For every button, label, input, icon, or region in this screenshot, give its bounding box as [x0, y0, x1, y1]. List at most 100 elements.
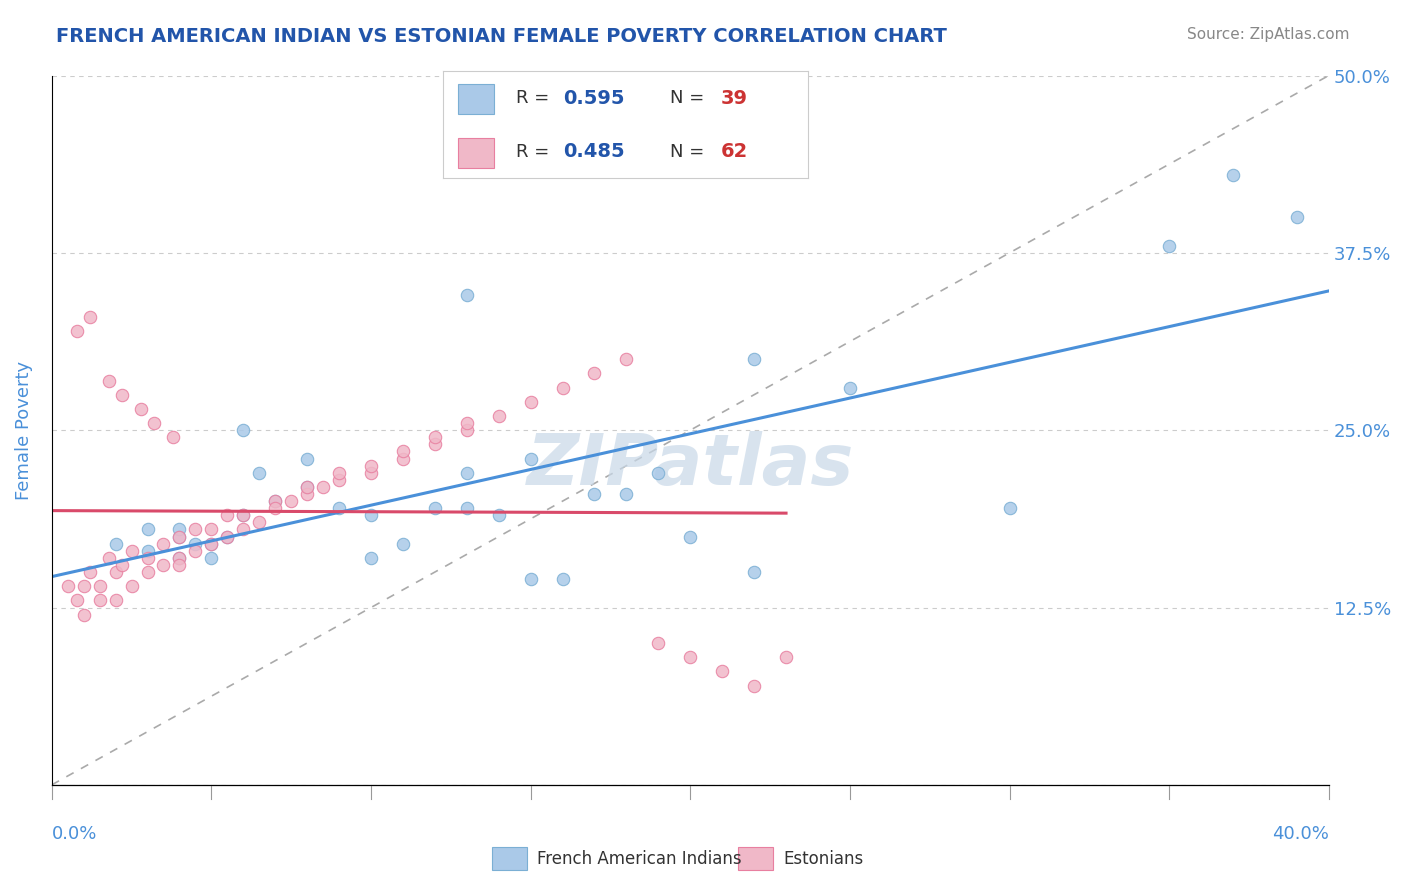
Point: [184, 537, 207, 551]
Point: [360, 508, 382, 523]
Point: [295, 451, 318, 466]
Point: [152, 537, 174, 551]
Point: [488, 409, 510, 423]
Point: [56, 579, 79, 593]
Point: [184, 543, 207, 558]
Point: [162, 430, 184, 444]
Point: [121, 543, 143, 558]
Point: [583, 487, 606, 501]
Point: [136, 565, 159, 579]
Point: [616, 487, 638, 501]
Point: [111, 388, 134, 402]
Point: [280, 494, 302, 508]
Point: [456, 423, 478, 437]
Point: [360, 466, 382, 480]
Point: [136, 543, 159, 558]
Text: R =: R =: [516, 89, 555, 107]
Point: [328, 473, 350, 487]
Point: [392, 451, 415, 466]
Point: [136, 523, 159, 537]
Point: [519, 451, 541, 466]
Point: [264, 501, 287, 516]
Point: [742, 679, 765, 693]
Text: N =: N =: [669, 89, 710, 107]
Point: [583, 367, 606, 381]
Point: [1222, 168, 1244, 182]
Point: [217, 530, 239, 544]
FancyBboxPatch shape: [457, 84, 494, 114]
Point: [392, 537, 415, 551]
Point: [169, 530, 191, 544]
Point: [121, 579, 143, 593]
Point: [104, 537, 127, 551]
Point: [66, 324, 89, 338]
Point: [111, 558, 134, 572]
Point: [679, 650, 702, 665]
Point: [295, 480, 318, 494]
Point: [200, 537, 222, 551]
Point: [232, 508, 254, 523]
FancyBboxPatch shape: [457, 137, 494, 168]
Point: [136, 550, 159, 565]
Point: [73, 607, 96, 622]
Point: [232, 523, 254, 537]
Point: [264, 494, 287, 508]
Point: [423, 437, 446, 451]
Point: [152, 558, 174, 572]
Point: [456, 288, 478, 302]
Text: R =: R =: [516, 143, 555, 161]
Point: [647, 466, 669, 480]
Point: [247, 516, 270, 530]
Text: 0.595: 0.595: [564, 88, 626, 108]
Point: [647, 636, 669, 650]
Point: [169, 530, 191, 544]
Text: 0.485: 0.485: [564, 142, 626, 161]
Point: [312, 480, 335, 494]
Point: [998, 501, 1021, 516]
Point: [89, 593, 111, 607]
Text: N =: N =: [669, 143, 710, 161]
Text: 62: 62: [721, 142, 748, 161]
Point: [1159, 239, 1181, 253]
Point: [616, 352, 638, 367]
Point: [742, 565, 765, 579]
Text: Estonians: Estonians: [783, 850, 863, 868]
Point: [423, 430, 446, 444]
Point: [98, 374, 121, 388]
Point: [232, 423, 254, 437]
Point: [217, 530, 239, 544]
Point: [295, 487, 318, 501]
Point: [456, 501, 478, 516]
Point: [200, 523, 222, 537]
Point: [66, 593, 89, 607]
Point: [328, 501, 350, 516]
Point: [98, 550, 121, 565]
Point: [247, 466, 270, 480]
Point: [184, 523, 207, 537]
Text: FRENCH AMERICAN INDIAN VS ESTONIAN FEMALE POVERTY CORRELATION CHART: FRENCH AMERICAN INDIAN VS ESTONIAN FEMAL…: [56, 27, 948, 45]
Y-axis label: Female Poverty: Female Poverty: [15, 360, 32, 500]
Point: [392, 444, 415, 458]
Point: [200, 550, 222, 565]
Point: [232, 508, 254, 523]
Text: Source: ZipAtlas.com: Source: ZipAtlas.com: [1187, 27, 1350, 42]
Point: [1285, 211, 1308, 225]
Point: [519, 394, 541, 409]
Point: [360, 458, 382, 473]
Point: [679, 530, 702, 544]
Point: [142, 416, 165, 430]
Point: [79, 310, 101, 324]
Point: [264, 494, 287, 508]
Point: [169, 558, 191, 572]
Text: 0.0%: 0.0%: [52, 824, 97, 843]
Point: [169, 523, 191, 537]
Point: [551, 572, 574, 586]
Point: [328, 466, 350, 480]
Text: ZIPatlas: ZIPatlas: [527, 431, 853, 500]
Point: [423, 501, 446, 516]
Point: [73, 579, 96, 593]
Point: [79, 565, 101, 579]
Point: [838, 381, 860, 395]
Point: [295, 480, 318, 494]
Point: [104, 593, 127, 607]
